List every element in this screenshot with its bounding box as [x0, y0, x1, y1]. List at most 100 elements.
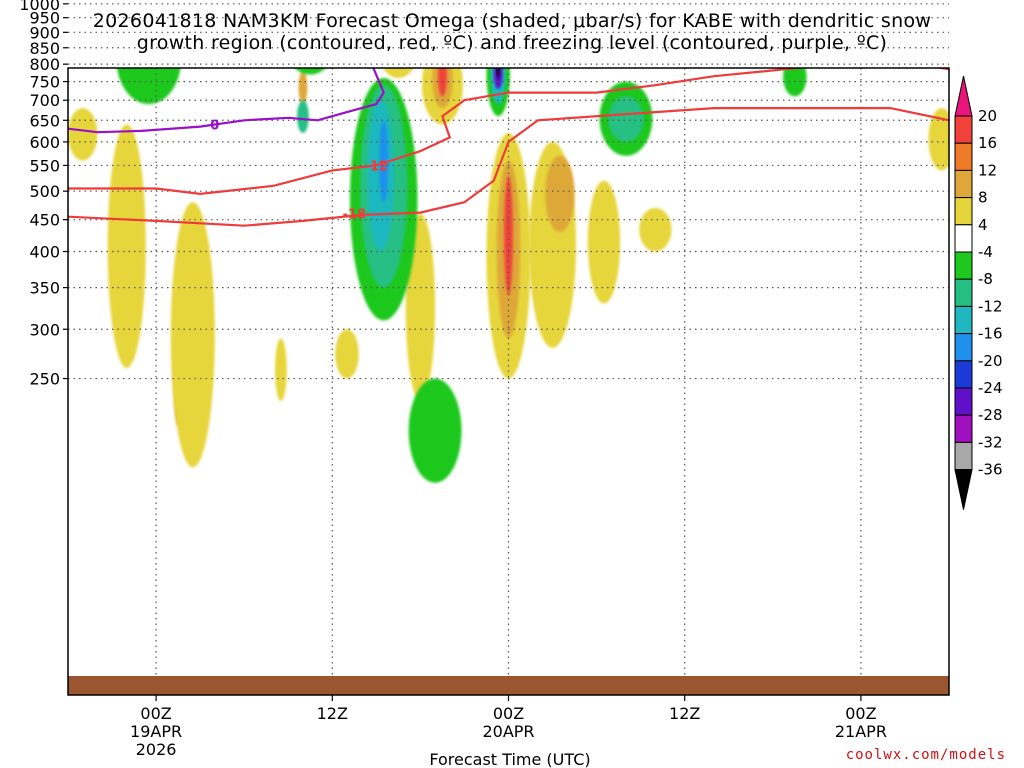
colorbar-top-arrow — [954, 75, 973, 117]
colorbar: 20 16 12 8 4 -4 -8 -12 -16 -20 -24 -28 -32 -36 — [954, 75, 1003, 510]
colorbar-label-1: 16 — [978, 134, 997, 152]
x-tick-label-54-1: 21APR — [835, 722, 887, 741]
omega-region-3 — [170, 202, 215, 468]
colorbar-label-6: -8 — [978, 270, 993, 288]
omega-region-13 — [639, 207, 672, 252]
grid-lines — [68, 3, 949, 695]
dgz-contour-0-label: -18 — [343, 208, 367, 223]
freezing-contour-0-line — [68, 68, 385, 134]
colorbar-label-7: -12 — [978, 297, 1003, 315]
omega-region-18 — [383, 68, 414, 79]
y-axis-ticks: 2503003504004505005506006507007508008509… — [19, 0, 68, 389]
omega-region-9 — [504, 175, 513, 296]
omega-region-25 — [379, 120, 389, 203]
colorbar-bottom-arrow — [954, 469, 973, 510]
chart-title-line-2: growth region (contoured, red, ºC) and f… — [136, 32, 888, 54]
omega-region-32 — [117, 68, 181, 105]
omega-region-31 — [608, 96, 644, 142]
colorbar-segment-9 — [954, 333, 973, 362]
colorbar-segment-10 — [954, 360, 973, 389]
colorbar-label-8: -16 — [978, 325, 1003, 343]
colorbar-segment-1 — [954, 115, 973, 144]
omega-region-11 — [545, 155, 575, 232]
surface-ground — [68, 676, 949, 695]
omega-region-21 — [408, 378, 462, 483]
omega-region-17 — [438, 68, 447, 97]
colorbar-label-11: -28 — [978, 406, 1003, 424]
colorbar-label-4: 4 — [978, 216, 988, 234]
omega-region-0 — [68, 108, 98, 161]
omega-region-36 — [297, 100, 309, 134]
colorbar-segment-12 — [954, 414, 973, 443]
omega-region-20 — [298, 70, 308, 105]
x-tick-label-30-0: 00Z — [493, 704, 524, 723]
colorbar-label-0: 20 — [978, 107, 997, 125]
omega-region-33 — [141, 23, 185, 51]
colorbar-label-5: -4 — [978, 243, 993, 261]
x-tick-label-6-1: 19APR — [130, 722, 182, 741]
x-tick-label-42-0: 12Z — [669, 704, 700, 723]
y-tick-label-700: 700 — [29, 91, 60, 110]
freezing-contour-0-label: 0 — [210, 118, 219, 133]
y-tick-label-650: 650 — [29, 111, 60, 130]
contour-lines: -18 -12 0 — [68, 68, 949, 227]
colorbar-segment-13 — [954, 441, 973, 471]
omega-region-14 — [928, 108, 949, 171]
x-axis-label: Forecast Time (UTC) — [429, 750, 590, 768]
colorbar-segment-7 — [954, 278, 973, 307]
colorbar-label-9: -20 — [978, 352, 1003, 370]
colorbar-segment-5 — [954, 224, 973, 253]
ground-strip — [68, 676, 949, 695]
y-tick-label-500: 500 — [29, 182, 60, 201]
omega-region-5 — [335, 329, 359, 379]
y-tick-label-300: 300 — [29, 320, 60, 339]
omega-region-35 — [294, 68, 326, 75]
dgz-contour-1-label: -12 — [365, 159, 389, 174]
x-tick-label-18-0: 12Z — [317, 704, 348, 723]
omega-region-29 — [496, 68, 500, 79]
x-tick-label-6-0: 00Z — [140, 704, 171, 723]
omega-region-6 — [405, 213, 436, 402]
colorbar-segment-6 — [954, 251, 973, 280]
colorbar-segment-4 — [954, 197, 973, 226]
omega-region-4 — [275, 338, 287, 402]
colorbar-label-13: -36 — [978, 461, 1003, 479]
y-tick-label-950: 950 — [29, 9, 60, 28]
colorbar-label-12: -32 — [978, 433, 1003, 451]
colorbar-segment-2 — [954, 142, 973, 171]
colorbar-segment-11 — [954, 387, 973, 416]
colorbar-segment-8 — [954, 305, 973, 335]
y-tick-label-750: 750 — [29, 73, 60, 92]
y-tick-label-900: 900 — [29, 23, 60, 42]
y-tick-label-600: 600 — [29, 133, 60, 152]
y-tick-label-400: 400 — [29, 243, 60, 262]
chart-title-line-1: 2026041818 NAM3KM Forecast Omega (shaded… — [92, 10, 932, 32]
omega-region-37 — [783, 68, 807, 97]
y-tick-label-550: 550 — [29, 156, 60, 175]
colorbar-label-3: 8 — [978, 189, 988, 207]
x-tick-label-30-1: 20APR — [482, 722, 534, 741]
omega-shading — [68, 15, 949, 483]
x-tick-label-54-0: 00Z — [845, 704, 876, 723]
x-tick-label-6-2: 2026 — [136, 740, 177, 759]
omega-region-19 — [391, 38, 406, 67]
y-tick-label-450: 450 — [29, 211, 60, 230]
y-tick-label-350: 350 — [29, 279, 60, 298]
colorbar-label-10: -24 — [978, 379, 1003, 397]
dgz-contour-0-line — [68, 107, 949, 227]
omega-region-34 — [90, 15, 119, 39]
colorbar-segment-3 — [954, 169, 973, 199]
dgz-contour-1-line — [68, 68, 949, 196]
colorbar-label-2: 12 — [978, 161, 997, 179]
omega-region-1 — [107, 124, 146, 368]
omega-region-12 — [587, 180, 621, 304]
y-tick-label-250: 250 — [29, 370, 60, 389]
credit-text: coolwx.com/models — [845, 747, 1006, 763]
y-tick-label-850: 850 — [29, 39, 60, 58]
y-tick-label-800: 800 — [29, 55, 60, 74]
omega-region-28 — [493, 68, 503, 89]
omega-region-38 — [619, 15, 634, 42]
y-tick-label-1000: 1000 — [19, 0, 60, 14]
